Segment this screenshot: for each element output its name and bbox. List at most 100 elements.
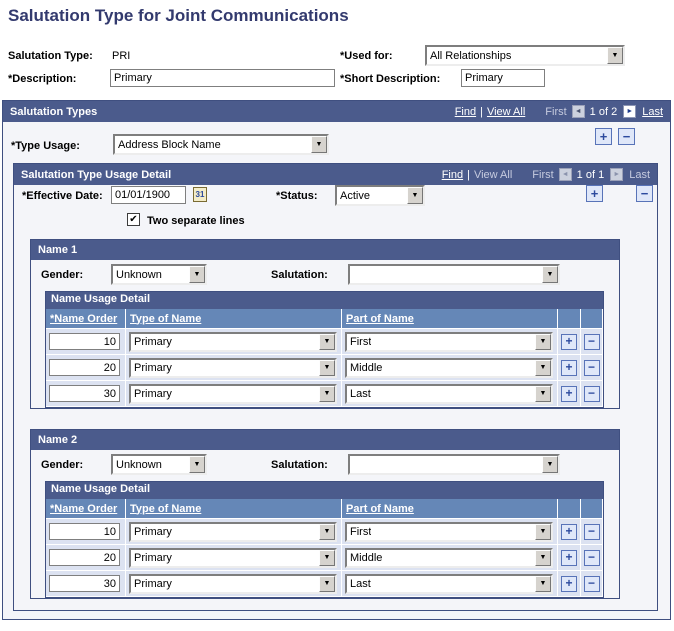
- gender-select[interactable]: Unknown ▼: [111, 264, 207, 285]
- usage-detail-header: Salutation Type Usage Detail Find | View…: [14, 164, 657, 185]
- last-link[interactable]: Last: [642, 105, 663, 118]
- name-order-input[interactable]: [49, 385, 120, 402]
- name2-groupbox: Name 2 Gender: Unknown ▼ Salutation: ▼ N…: [30, 429, 620, 599]
- name1-header: Name 1: [31, 240, 619, 260]
- add-row-button[interactable]: +: [561, 333, 577, 350]
- next-row-icon[interactable]: ►: [623, 105, 637, 118]
- dropdown-arrow-icon: ▼: [542, 266, 558, 283]
- description-label: *Description:: [8, 73, 77, 85]
- usage-detail-groupbox: Salutation Type Usage Detail Find | View…: [13, 163, 658, 611]
- salutation-select[interactable]: ▼: [348, 454, 560, 475]
- dropdown-arrow-icon: ▼: [542, 456, 558, 473]
- dropdown-arrow-icon: ▼: [319, 333, 335, 350]
- type-of-name-select[interactable]: Primary ▼: [129, 331, 337, 352]
- delete-row-button[interactable]: −: [583, 333, 600, 350]
- grid-title: Name Usage Detail: [46, 292, 603, 309]
- table-row: Primary▼ Last▼ + −: [46, 381, 603, 407]
- usage-detail-title: Salutation Type Usage Detail: [21, 168, 172, 181]
- salutation-label: Salutation:: [271, 459, 328, 471]
- type-of-name-select[interactable]: Primary ▼: [129, 521, 337, 542]
- dropdown-arrow-icon: ▼: [535, 333, 551, 350]
- two-separate-lines-checkbox[interactable]: ✔: [127, 213, 140, 226]
- short-description-input[interactable]: [461, 69, 545, 87]
- add-row-button[interactable]: +: [561, 523, 577, 540]
- type-of-name-select[interactable]: Primary ▼: [129, 573, 337, 594]
- delete-row-button[interactable]: −: [583, 575, 600, 592]
- delete-row-button[interactable]: −: [618, 128, 635, 145]
- dropdown-arrow-icon: ▼: [319, 549, 335, 566]
- delete-row-button[interactable]: −: [583, 549, 600, 566]
- page-title: Salutation Type for Joint Communications: [8, 6, 349, 25]
- part-of-name-select[interactable]: First ▼: [345, 521, 553, 542]
- column-type-of-name[interactable]: Type of Name: [130, 312, 202, 325]
- dropdown-arrow-icon: ▼: [319, 523, 335, 540]
- salutation-types-groupbox: Salutation Types Find | View All First ◄…: [2, 100, 671, 620]
- row-position: 1 of 1: [576, 168, 605, 181]
- description-input[interactable]: [110, 69, 335, 87]
- add-row-button[interactable]: +: [561, 575, 577, 592]
- salutation-select[interactable]: ▼: [348, 264, 560, 285]
- dropdown-arrow-icon: ▼: [407, 187, 423, 204]
- type-usage-select[interactable]: Address Block Name ▼: [113, 134, 329, 155]
- column-name-order[interactable]: *Name Order: [50, 312, 118, 325]
- dropdown-arrow-icon: ▼: [607, 47, 623, 64]
- column-part-of-name[interactable]: Part of Name: [346, 502, 414, 515]
- type-of-name-select[interactable]: Primary ▼: [129, 547, 337, 568]
- name-order-input[interactable]: [49, 523, 120, 540]
- column-type-of-name[interactable]: Type of Name: [130, 502, 202, 515]
- name1-groupbox: Name 1 Gender: Unknown ▼ Salutation: ▼ N…: [30, 239, 620, 409]
- name1-usage-grid: Name Usage Detail *Name Order Type of Na…: [45, 291, 604, 408]
- dropdown-arrow-icon: ▼: [319, 575, 335, 592]
- column-part-of-name[interactable]: Part of Name: [346, 312, 414, 325]
- part-of-name-select[interactable]: Middle ▼: [345, 547, 553, 568]
- last-label: Last: [629, 168, 650, 181]
- table-row: Primary▼ First▼ + −: [46, 519, 603, 545]
- used-for-select[interactable]: All Relationships ▼: [425, 45, 625, 66]
- name2-header: Name 2: [31, 430, 619, 450]
- part-of-name-select[interactable]: First ▼: [345, 331, 553, 352]
- grid-header-row: *Name Order Type of Name Part of Name: [46, 499, 603, 519]
- name-order-input[interactable]: [49, 549, 120, 566]
- status-select[interactable]: Active ▼: [335, 185, 425, 206]
- salutation-type-label: Salutation Type:: [8, 50, 93, 62]
- add-row-button[interactable]: +: [586, 185, 603, 202]
- calendar-icon[interactable]: 31: [193, 187, 207, 202]
- short-description-label: *Short Description:: [340, 73, 441, 85]
- add-row-button[interactable]: +: [561, 549, 577, 566]
- effective-date-input[interactable]: [111, 186, 186, 204]
- status-label: *Status:: [276, 190, 318, 202]
- dropdown-arrow-icon: ▼: [189, 266, 205, 283]
- dropdown-arrow-icon: ▼: [535, 385, 551, 402]
- add-row-button[interactable]: +: [561, 385, 577, 402]
- delete-row-button[interactable]: −: [583, 523, 600, 540]
- name-order-input[interactable]: [49, 333, 120, 350]
- delete-row-button[interactable]: −: [636, 185, 653, 202]
- grid-title: Name Usage Detail: [46, 482, 603, 499]
- salutation-type-value: PRI: [112, 50, 131, 62]
- dropdown-arrow-icon: ▼: [535, 523, 551, 540]
- name-order-input[interactable]: [49, 575, 120, 592]
- find-link[interactable]: Find: [454, 105, 477, 118]
- find-link[interactable]: Find: [441, 168, 464, 181]
- dropdown-arrow-icon: ▼: [535, 549, 551, 566]
- type-of-name-select[interactable]: Primary ▼: [129, 383, 337, 404]
- add-row-button[interactable]: +: [595, 128, 612, 145]
- add-row-button[interactable]: +: [561, 359, 577, 376]
- part-of-name-select[interactable]: Last ▼: [345, 383, 553, 404]
- dropdown-arrow-icon: ▼: [319, 385, 335, 402]
- dropdown-arrow-icon: ▼: [535, 575, 551, 592]
- checkbox-check-icon: ✔: [127, 213, 140, 226]
- previous-row-icon: ◄: [558, 168, 572, 181]
- column-name-order[interactable]: *Name Order: [50, 502, 118, 515]
- delete-row-button[interactable]: −: [583, 359, 600, 376]
- part-of-name-select[interactable]: Last ▼: [345, 573, 553, 594]
- part-of-name-select[interactable]: Middle ▼: [345, 357, 553, 378]
- name-order-input[interactable]: [49, 359, 120, 376]
- delete-row-button[interactable]: −: [583, 385, 600, 402]
- view-all-link[interactable]: View All: [486, 105, 526, 118]
- type-of-name-select[interactable]: Primary ▼: [129, 357, 337, 378]
- table-row: Primary▼ Last▼ + −: [46, 571, 603, 597]
- gender-select[interactable]: Unknown ▼: [111, 454, 207, 475]
- dropdown-arrow-icon: ▼: [319, 359, 335, 376]
- table-row: Primary▼ Middle▼ + −: [46, 545, 603, 571]
